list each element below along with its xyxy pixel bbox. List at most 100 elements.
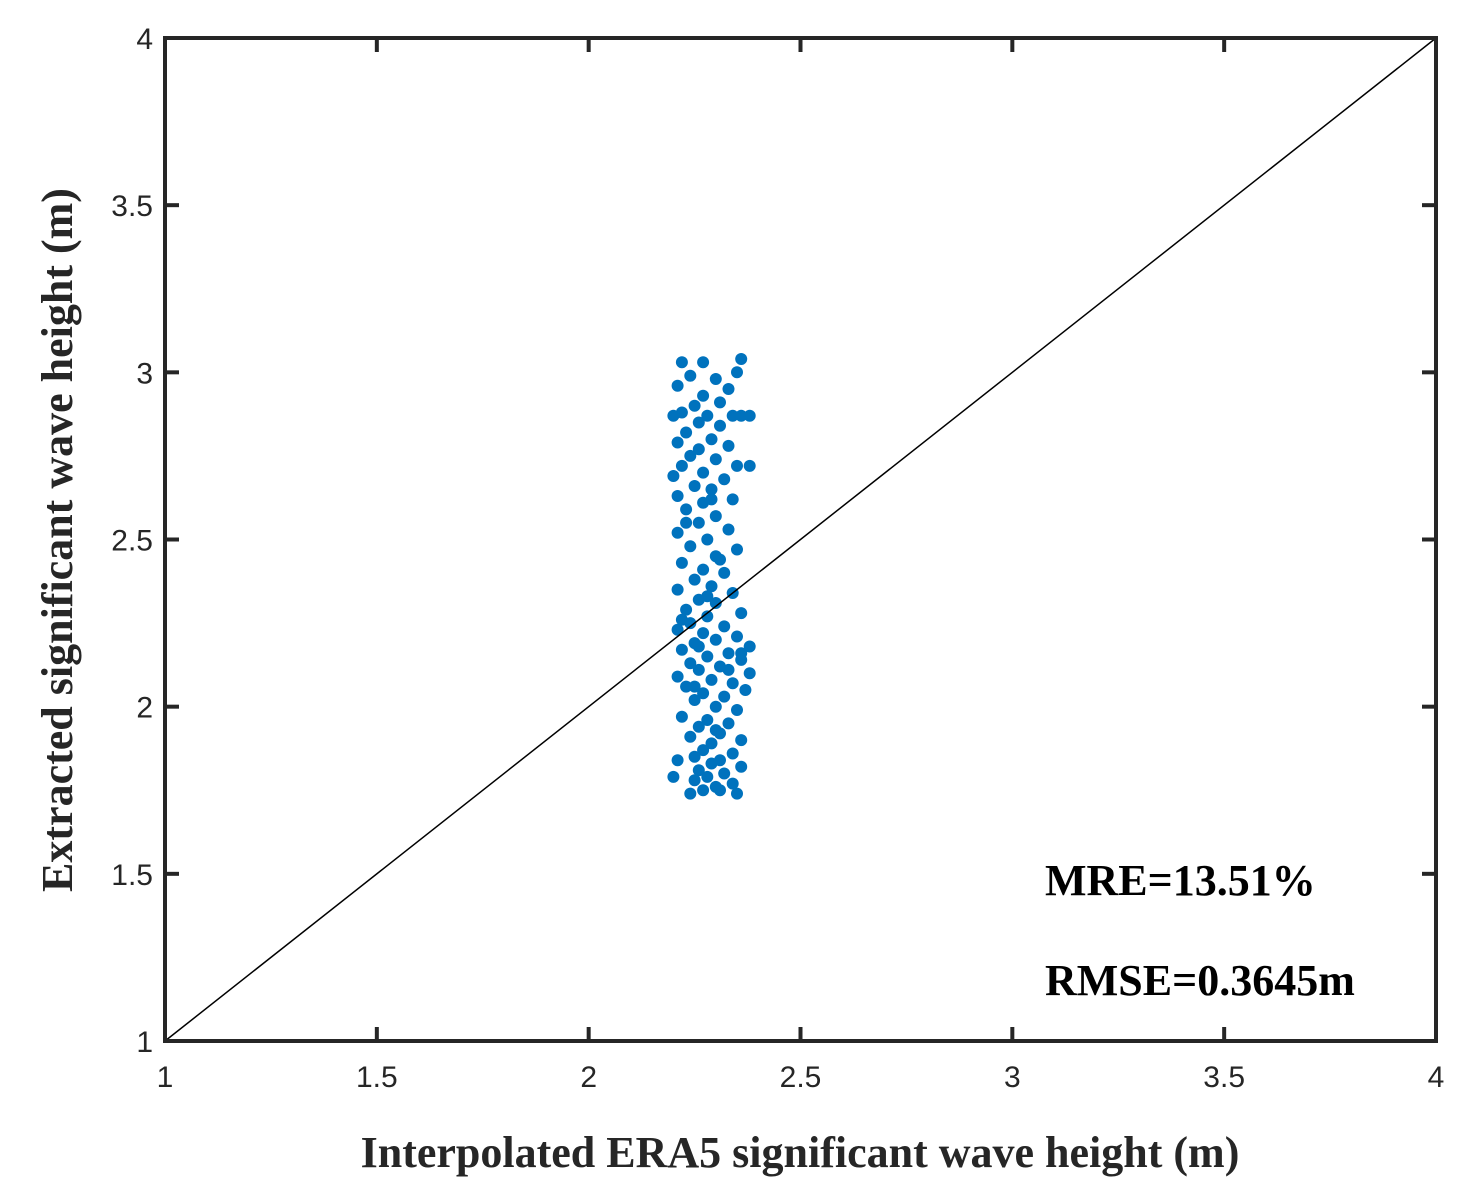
- data-point: [671, 623, 684, 636]
- data-point: [735, 734, 748, 747]
- data-point: [709, 453, 722, 466]
- data-point: [743, 409, 756, 422]
- data-point: [688, 774, 701, 787]
- data-point: [692, 720, 705, 733]
- data-point: [667, 770, 680, 783]
- data-point: [675, 710, 688, 723]
- y-tick-label: 2.5: [111, 525, 153, 558]
- y-tick-label: 3.5: [111, 190, 153, 223]
- data-point: [701, 714, 714, 726]
- data-point: [697, 389, 710, 402]
- data-point: [675, 556, 688, 569]
- data-point: [731, 704, 743, 716]
- data-point: [684, 369, 697, 382]
- data-point: [735, 760, 748, 773]
- data-point: [726, 777, 739, 790]
- data-point: [671, 670, 684, 683]
- plot-area-frame: [163, 36, 1438, 1043]
- data-point: [705, 673, 718, 686]
- data-point: [726, 747, 739, 760]
- data-point: [722, 647, 735, 660]
- data-point: [714, 419, 726, 432]
- data-point: [675, 643, 688, 656]
- x-tick-label: 2.5: [780, 1061, 822, 1094]
- x-tick-label: 3.5: [1203, 1061, 1245, 1094]
- data-point: [718, 767, 731, 780]
- data-point: [714, 784, 726, 797]
- mre-annotation: MRE=13.51%: [1045, 856, 1316, 905]
- data-point: [680, 426, 693, 439]
- data-point: [743, 667, 756, 680]
- reference-line: [164, 37, 1437, 1042]
- data-point: [701, 650, 714, 663]
- data-point: [680, 516, 693, 529]
- data-point: [705, 737, 718, 750]
- data-point: [697, 563, 710, 576]
- data-point: [688, 750, 701, 763]
- data-point: [692, 764, 705, 777]
- data-point: [697, 744, 710, 757]
- data-point: [671, 436, 684, 449]
- data-point: [680, 603, 693, 616]
- data-point: [743, 640, 756, 653]
- y-tick-label: 1: [136, 1026, 153, 1059]
- data-point: [701, 590, 714, 603]
- data-point: [726, 409, 739, 422]
- x-tick-label: 2: [580, 1061, 597, 1094]
- data-point: [718, 690, 731, 703]
- x-tick-label: 1.5: [356, 1061, 398, 1094]
- data-point: [709, 724, 722, 737]
- data-point: [680, 680, 693, 693]
- data-point: [697, 687, 710, 700]
- y-tick-label: 2: [136, 692, 153, 725]
- data-point: [680, 503, 693, 516]
- data-point: [684, 449, 697, 462]
- data-point: [718, 566, 731, 579]
- data-point: [671, 754, 684, 767]
- data-point: [718, 473, 731, 486]
- y-axis-title: Extracted significant wave height (m): [33, 188, 82, 892]
- data-point: [701, 533, 714, 546]
- data-point: [722, 439, 735, 452]
- data-point: [688, 399, 701, 412]
- data-point: [701, 610, 714, 623]
- data-point: [671, 583, 684, 596]
- x-tick-labels: 1 1.5 2 2.5 3 3.5 4: [157, 1061, 1445, 1094]
- data-point: [701, 770, 714, 783]
- data-point: [722, 523, 735, 536]
- data-point: [726, 493, 739, 506]
- data-point: [722, 663, 735, 676]
- data-point: [688, 480, 701, 492]
- rmse-annotation: RMSE=0.3645m: [1045, 956, 1355, 1005]
- data-point: [692, 663, 705, 676]
- data-point: [667, 470, 680, 482]
- data-point: [671, 526, 684, 539]
- data-point: [705, 493, 718, 506]
- data-point: [709, 700, 722, 713]
- data-point: [701, 409, 714, 422]
- x-tick-label: 1: [157, 1061, 174, 1094]
- data-point: [671, 379, 684, 392]
- data-point: [735, 409, 748, 422]
- data-point: [709, 633, 722, 646]
- data-point: [697, 356, 710, 369]
- data-point: [697, 627, 710, 640]
- data-point: [692, 516, 705, 529]
- data-point: [735, 647, 748, 660]
- data-point: [684, 730, 697, 743]
- data-point: [675, 613, 688, 626]
- data-point: [684, 540, 697, 553]
- data-point: [709, 597, 722, 609]
- data-point: [709, 510, 722, 523]
- data-point: [684, 657, 697, 670]
- data-point: [739, 684, 752, 696]
- y-tick-labels: 1 1.5 2 2.5 3 3.5 4: [111, 23, 153, 1059]
- data-point: [722, 717, 735, 730]
- data-point: [731, 630, 743, 643]
- data-point: [675, 459, 688, 472]
- data-point: [692, 640, 705, 653]
- data-points: [667, 353, 756, 800]
- data-point: [692, 443, 705, 456]
